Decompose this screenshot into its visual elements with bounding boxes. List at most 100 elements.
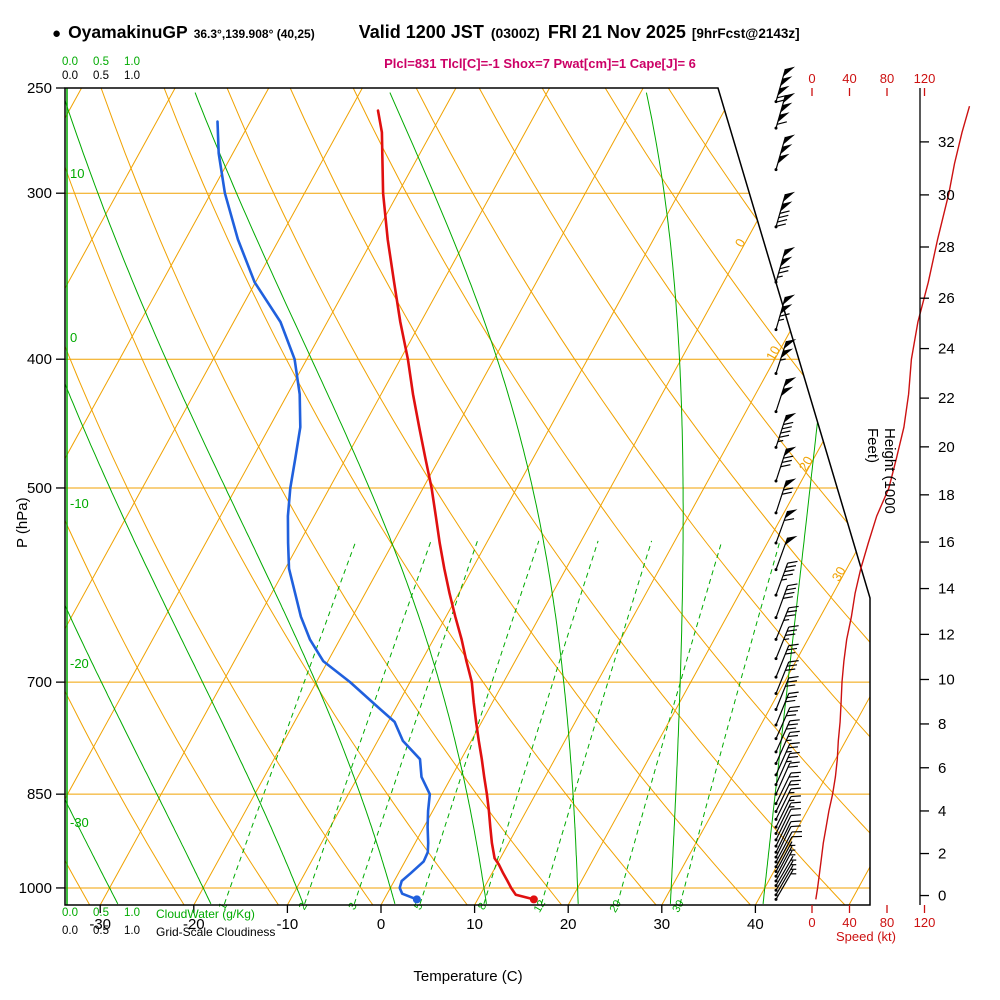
mixing-ratio-label: 20 bbox=[608, 898, 625, 915]
barb-feather bbox=[785, 633, 796, 636]
barb-feather bbox=[786, 714, 797, 717]
isotherm-line bbox=[65, 88, 176, 905]
barb-half-feather bbox=[777, 275, 783, 278]
moist-adiabat-line bbox=[645, 92, 684, 904]
barb-pennant bbox=[780, 256, 793, 267]
barb-feather bbox=[786, 647, 798, 651]
isotherm-line bbox=[286, 88, 738, 905]
height-tick-label: 16 bbox=[938, 534, 955, 551]
mixing-ratio-label: 3 bbox=[346, 901, 359, 912]
barb-pennant bbox=[784, 535, 798, 546]
moist-adiabat-line bbox=[65, 92, 212, 905]
barb-staff bbox=[775, 821, 792, 853]
speed-tick-label-top: 120 bbox=[914, 71, 936, 86]
pressure-tick-label: 850 bbox=[27, 786, 52, 803]
barb-feather bbox=[786, 629, 798, 632]
barb-feather bbox=[781, 426, 792, 430]
dry-adiabat-line bbox=[415, 88, 870, 905]
barb-feather bbox=[786, 695, 798, 699]
valid-date: FRI 21 Nov 2025 bbox=[547, 22, 686, 42]
barb-feather bbox=[788, 691, 799, 695]
moist-adiabat-line bbox=[65, 92, 304, 905]
barb-half-feather bbox=[783, 618, 790, 621]
dewpoint-curve bbox=[216, 120, 432, 901]
barb-staff bbox=[775, 762, 791, 795]
barb-staff bbox=[775, 796, 792, 828]
barb-feather bbox=[790, 807, 801, 810]
isotherm-label: 20 bbox=[796, 454, 816, 474]
barb-staff bbox=[775, 855, 794, 886]
station-bullet-icon: ● bbox=[52, 25, 62, 42]
height-tick-label: 32 bbox=[938, 134, 955, 151]
dry-adiabat-line bbox=[604, 88, 870, 905]
barb-staff bbox=[775, 296, 786, 330]
moist-adiabat-line bbox=[389, 92, 579, 904]
barb-feather bbox=[775, 223, 786, 227]
height-tick-label: 10 bbox=[938, 671, 955, 688]
barb-feather bbox=[782, 573, 793, 577]
barb-feather bbox=[785, 699, 796, 703]
isotherm-line bbox=[380, 88, 831, 905]
barb-feather bbox=[786, 727, 797, 730]
mixing-ratio-label: 30 bbox=[670, 898, 687, 915]
mixing-ratio-line bbox=[679, 540, 781, 905]
height-tick-label: 6 bbox=[938, 760, 946, 777]
barb-feather bbox=[779, 313, 790, 317]
barb-staff bbox=[775, 865, 794, 896]
barb-staff bbox=[775, 693, 790, 726]
barb-feather bbox=[784, 591, 795, 595]
barb-feather bbox=[781, 459, 792, 464]
barb-feather bbox=[783, 455, 794, 459]
moist-adiabat-line bbox=[194, 92, 487, 904]
barb-staff bbox=[775, 788, 792, 820]
pressure-axis-label: P (hPa) bbox=[14, 497, 31, 548]
barb-pennant bbox=[783, 66, 796, 77]
barb-feather bbox=[788, 625, 799, 628]
barb-pennant bbox=[783, 93, 796, 104]
surface-temperature-dot bbox=[529, 895, 538, 904]
barb-feather bbox=[783, 487, 794, 491]
barb-staff bbox=[775, 562, 789, 596]
barb-pennant bbox=[780, 201, 793, 212]
isotherm-label: 0 bbox=[732, 236, 749, 250]
valid-time: Valid 1200 JST bbox=[358, 22, 484, 42]
isotherm-line bbox=[661, 88, 870, 905]
moist-adiabat-line bbox=[762, 92, 851, 904]
skewt-grid bbox=[65, 88, 870, 905]
moist-adiabat-label: -30 bbox=[70, 815, 89, 830]
barb-feather bbox=[788, 605, 799, 609]
barb-pennant bbox=[780, 102, 793, 113]
barb-feather bbox=[790, 771, 801, 774]
barb-half-feather bbox=[780, 358, 786, 361]
barb-feather bbox=[788, 660, 799, 663]
dry-adiabat-line bbox=[541, 88, 870, 905]
moist-adiabat-label: -20 bbox=[70, 656, 89, 671]
barb-feather bbox=[790, 825, 801, 828]
barb-staff bbox=[775, 772, 792, 804]
barb-feather bbox=[776, 121, 787, 125]
barb-pennant bbox=[780, 386, 794, 397]
barb-feather bbox=[779, 265, 790, 270]
height-tick-label: 12 bbox=[938, 626, 955, 643]
barb-feather bbox=[787, 755, 799, 759]
barb-feather bbox=[788, 783, 799, 786]
barb-feather bbox=[785, 684, 796, 687]
isotherm-label: 10 bbox=[763, 343, 783, 363]
barb-staff bbox=[775, 860, 794, 891]
wind-barbs bbox=[774, 66, 802, 901]
pressure-tick-label: 1000 bbox=[19, 880, 52, 897]
barb-staff bbox=[775, 707, 791, 739]
barb-half-feather bbox=[786, 750, 792, 753]
stability-params: Plcl=831 Tlcl[C]=-1 Shox=7 Pwat[cm]=1 Ca… bbox=[384, 56, 696, 71]
height-tick-label: 2 bbox=[938, 846, 946, 863]
temperature-tick-label: 20 bbox=[560, 916, 577, 933]
moist-adiabat-line bbox=[65, 92, 396, 905]
barb-pennant bbox=[784, 478, 797, 489]
barb-half-feather bbox=[777, 439, 784, 443]
barb-feather bbox=[781, 491, 792, 495]
mixing-ratio-line bbox=[541, 540, 653, 905]
barb-feather bbox=[787, 583, 798, 587]
surface-dewpoint-dot bbox=[412, 895, 421, 904]
mixing-ratio-line bbox=[223, 540, 357, 905]
dry-adiabat-line bbox=[352, 88, 870, 905]
